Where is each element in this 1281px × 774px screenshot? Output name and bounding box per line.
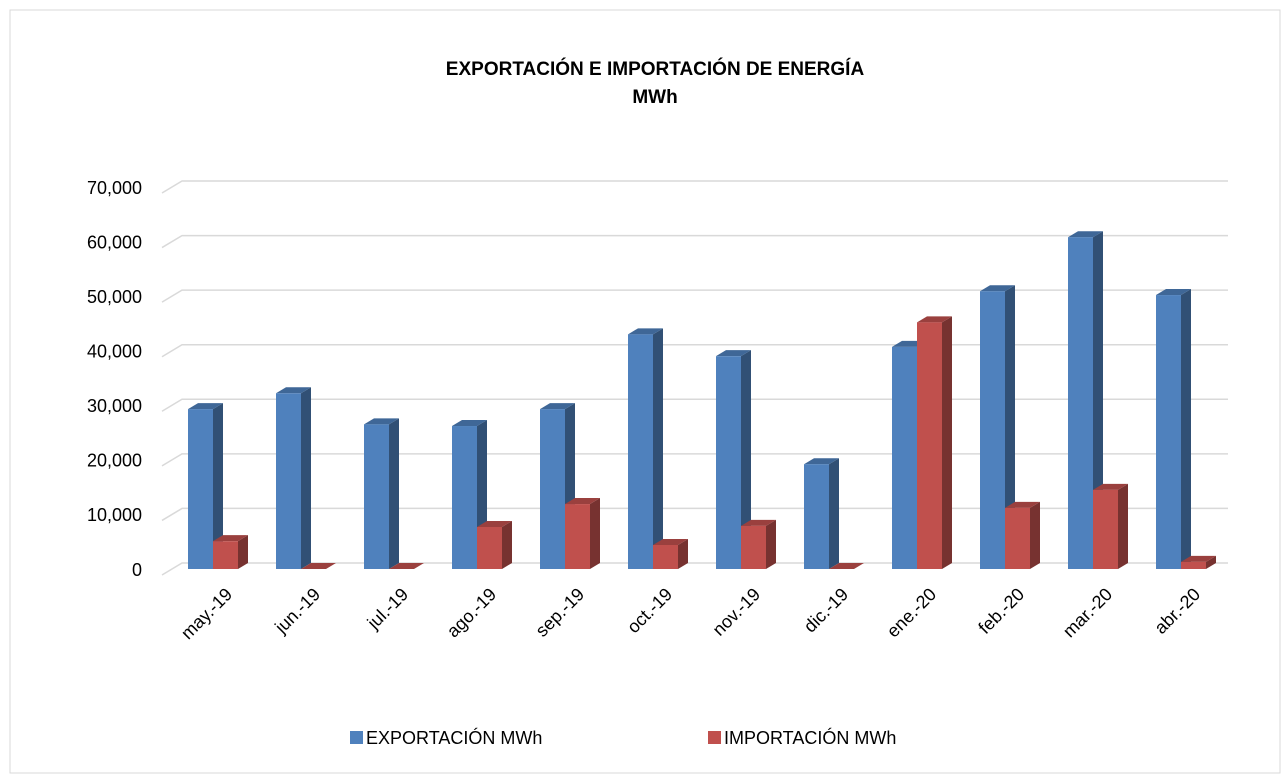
bar-side [213, 403, 223, 569]
y-tick-label: 30,000 [87, 396, 142, 416]
bar-top [477, 520, 512, 527]
bar-side [942, 316, 952, 569]
bar [565, 504, 590, 569]
bar-top [389, 563, 424, 569]
bar-top [540, 403, 575, 410]
bar-top [716, 350, 751, 357]
bar-top [741, 519, 776, 526]
y-tick-label: 50,000 [87, 287, 142, 307]
bar-top [565, 498, 600, 505]
bar-top [980, 285, 1015, 292]
grid-line [161, 234, 1228, 249]
bar [1093, 489, 1118, 569]
bar [1156, 295, 1181, 569]
bar-side [678, 538, 688, 569]
y-tick-label: 0 [132, 560, 142, 580]
bar-side [301, 387, 311, 569]
bar [540, 409, 565, 569]
y-tick-label: 40,000 [87, 341, 142, 361]
bar [917, 322, 942, 569]
grid-line [161, 453, 1228, 467]
bar-top [301, 563, 336, 569]
grid-line [161, 180, 1228, 194]
grid-line [161, 343, 1228, 358]
bar [741, 525, 766, 569]
bar-side [590, 498, 600, 569]
bar-side [389, 418, 399, 569]
bar-top [452, 420, 487, 427]
bar [213, 541, 238, 569]
bar-top [829, 563, 864, 569]
bar [716, 356, 741, 569]
chart-subtitle: MWh [632, 87, 677, 108]
bar-side [1118, 483, 1128, 569]
bar [1068, 237, 1093, 569]
legend-swatch [708, 731, 721, 744]
bar-side [741, 350, 751, 569]
bar [653, 544, 678, 569]
bar-side [1030, 501, 1040, 569]
bar [980, 291, 1005, 569]
chart-title: EXPORTACIÓN E IMPORTACIÓN DE ENERGÍA [446, 58, 865, 80]
bar-top [1005, 501, 1040, 508]
y-tick-label: 20,000 [87, 451, 142, 471]
bar [1181, 561, 1206, 569]
bar [364, 424, 389, 569]
bar-top [276, 387, 311, 394]
bar [628, 334, 653, 569]
bar-side [238, 535, 248, 569]
bar-top [653, 538, 688, 545]
bar [276, 393, 301, 569]
y-tick-label: 10,000 [87, 505, 142, 525]
bar-top [1156, 289, 1191, 296]
bar [188, 409, 213, 569]
bar-side [502, 520, 512, 569]
y-tick-label: 60,000 [87, 232, 142, 252]
bar [477, 526, 502, 569]
bar-side [1005, 285, 1015, 569]
bar [892, 346, 917, 569]
bar-top [1068, 231, 1103, 238]
grid-line [161, 507, 1228, 522]
bar-top [364, 418, 399, 425]
bar [452, 426, 477, 569]
bar-side [653, 328, 663, 569]
legend-label: EXPORTACIÓN MWh [366, 727, 542, 748]
bar-side [1181, 289, 1191, 569]
legend-label: IMPORTACIÓN MWh [724, 727, 896, 748]
bar [1005, 507, 1030, 569]
bar-top [1093, 483, 1128, 490]
bar-top [917, 316, 952, 323]
bar-top [213, 535, 248, 542]
grid-line [161, 562, 1228, 576]
bar-side [1093, 231, 1103, 569]
grid-line [161, 289, 1228, 303]
bar-side [829, 458, 839, 569]
bar-top [804, 458, 839, 465]
bar-side [1206, 555, 1216, 569]
legend-swatch [350, 731, 363, 744]
bar-top [628, 328, 663, 335]
bar-top [1181, 555, 1216, 562]
bar [804, 464, 829, 569]
grid-line [161, 398, 1228, 412]
bar-top [188, 403, 223, 410]
y-tick-label: 70,000 [87, 178, 142, 198]
bar-side [766, 519, 776, 569]
